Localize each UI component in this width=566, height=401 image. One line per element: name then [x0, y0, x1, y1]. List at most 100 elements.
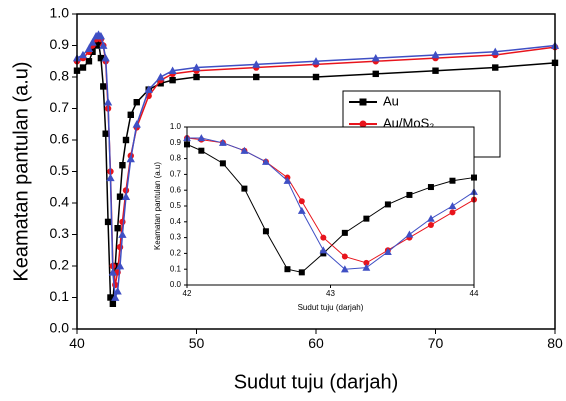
marker — [371, 53, 380, 62]
marker — [119, 162, 126, 169]
marker — [341, 253, 348, 260]
y-tick-label: 0.3 — [170, 233, 182, 242]
marker — [156, 72, 165, 81]
x-axis-label: Sudut tuju (darjah) — [234, 371, 399, 393]
y-tick-label: 0.9 — [50, 36, 70, 52]
marker — [97, 54, 105, 62]
marker — [253, 73, 260, 81]
marker — [341, 229, 348, 236]
y-tick-label: 0.0 — [50, 320, 70, 336]
marker — [118, 230, 127, 238]
marker — [283, 176, 292, 184]
marker — [126, 154, 135, 163]
y-tick-label: 0.1 — [50, 288, 70, 304]
legend-marker — [359, 98, 367, 106]
legend-marker — [359, 120, 367, 128]
marker — [106, 173, 115, 182]
marker — [449, 177, 456, 184]
y-tick-label: 0.7 — [50, 99, 70, 115]
marker — [104, 218, 112, 226]
marker — [284, 266, 291, 273]
x-tick-label: 42 — [183, 289, 192, 298]
marker — [252, 60, 261, 68]
marker — [84, 44, 94, 52]
marker — [241, 185, 248, 192]
y-tick-label: 0.2 — [170, 249, 182, 258]
y-tick-label: 0.1 — [170, 264, 182, 273]
y-axis-label: Keamatan pantulan (a.u) — [10, 61, 32, 281]
marker — [113, 287, 122, 295]
marker — [107, 294, 114, 301]
marker — [298, 198, 305, 205]
y-tick-label: 0.7 — [170, 170, 182, 179]
marker — [144, 85, 153, 93]
y-axis-label: Keamatan pantulan (a.u) — [153, 162, 162, 250]
marker — [298, 269, 305, 276]
marker — [115, 261, 125, 270]
marker — [491, 47, 500, 56]
marker — [405, 230, 414, 238]
marker — [193, 73, 200, 81]
marker — [363, 259, 370, 266]
marker — [219, 160, 226, 167]
marker — [448, 202, 457, 210]
marker — [169, 76, 176, 84]
marker — [121, 192, 131, 201]
plot-area — [183, 134, 478, 276]
inset-background — [187, 127, 474, 285]
marker — [427, 184, 434, 191]
x-tick-label: 50 — [189, 335, 205, 351]
y-tick-label: 0.2 — [50, 257, 70, 273]
y-tick-label: 1.0 — [50, 5, 70, 21]
marker — [362, 263, 371, 271]
marker — [85, 58, 93, 65]
marker — [492, 64, 499, 71]
marker — [122, 136, 130, 144]
marker — [311, 57, 321, 65]
legend-label: Au — [383, 93, 399, 108]
marker — [427, 214, 435, 222]
marker — [197, 134, 206, 142]
y-tick-label: 0.8 — [50, 68, 70, 84]
marker — [384, 247, 392, 255]
y-tick-label: 0.5 — [50, 162, 70, 178]
y-tick-label: 0.8 — [170, 154, 182, 163]
marker — [192, 63, 201, 71]
y-tick-label: 0.9 — [170, 138, 182, 147]
marker — [432, 67, 439, 74]
marker — [340, 265, 349, 273]
marker — [88, 38, 97, 46]
y-tick-label: 0.6 — [50, 131, 70, 147]
y-tick-label: 1.0 — [170, 122, 182, 131]
x-tick-label: 44 — [470, 289, 479, 298]
marker — [218, 138, 227, 146]
marker — [133, 99, 140, 106]
marker — [363, 215, 370, 222]
marker — [312, 73, 320, 81]
y-tick-label: 0.6 — [170, 185, 182, 194]
marker — [100, 83, 107, 90]
marker — [102, 130, 109, 137]
marker — [101, 53, 110, 62]
marker — [114, 225, 121, 232]
marker — [262, 157, 270, 165]
marker — [95, 39, 102, 46]
x-tick-label: 40 — [69, 335, 85, 351]
x-tick-label: 60 — [308, 335, 324, 351]
x-tick-label: 43 — [326, 289, 335, 298]
marker — [116, 193, 124, 200]
marker — [103, 98, 113, 106]
marker — [198, 147, 205, 154]
marker — [319, 246, 328, 254]
marker — [240, 146, 249, 154]
marker — [108, 268, 118, 276]
y-tick-label: 0.3 — [50, 225, 70, 241]
marker — [449, 209, 456, 216]
marker — [262, 228, 269, 235]
x-tick-label: 80 — [547, 335, 563, 351]
marker — [109, 300, 117, 307]
marker — [132, 120, 141, 128]
marker — [111, 293, 120, 301]
marker — [427, 221, 434, 228]
